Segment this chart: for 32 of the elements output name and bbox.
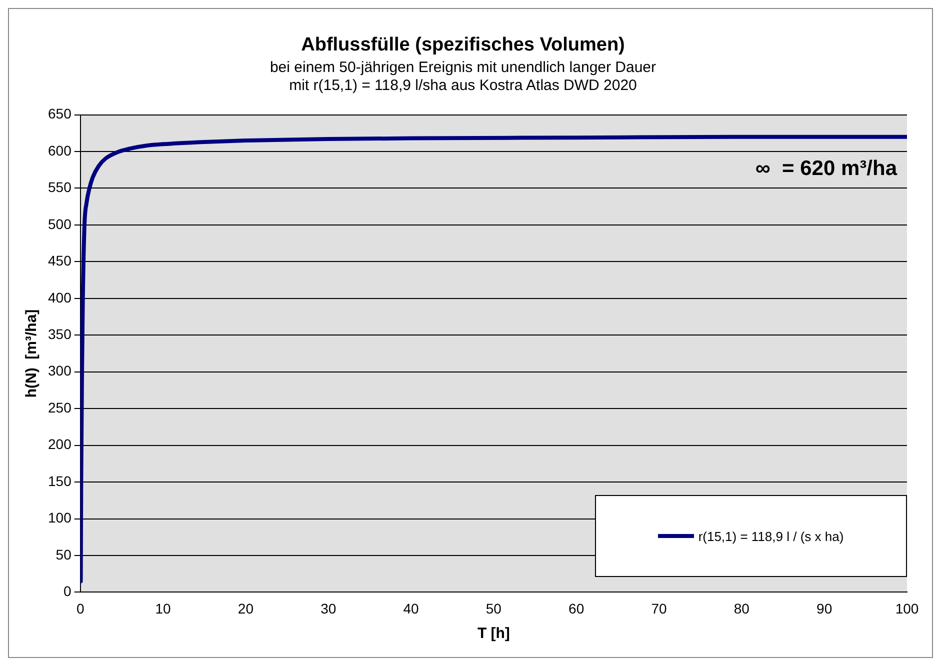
legend-box: r(15,1) = 118,9 l / (s x ha) [595, 495, 907, 577]
x-tick-label: 10 [155, 600, 172, 616]
x-tick-label: 50 [486, 600, 502, 616]
x-tick-label: 0 [76, 600, 84, 616]
y-tick-label: 150 [48, 472, 72, 489]
y-tick-label: 450 [48, 252, 72, 269]
chart-subtitle: bei einem 50-jährigen Ereignis mit unendlich langer Dauer mit r(15,1) = 118,9 l/sha aus Kostra Atlas DWD 2020 [270, 58, 656, 94]
chart-title: Abflussfülle (spezifisches Volumen) [301, 34, 625, 56]
x-axis-title: T [h] [477, 625, 510, 642]
y-tick-label: 250 [48, 399, 72, 416]
x-tick-label: 60 [568, 600, 584, 616]
x-tick-label: 70 [651, 600, 668, 616]
x-tick-label: 20 [238, 600, 254, 616]
y-tick-label: 600 [48, 142, 72, 158]
x-tick-label: 90 [816, 600, 832, 616]
y-tick-label: 350 [48, 326, 72, 342]
x-tick-label: 100 [895, 600, 919, 616]
y-tick-label: 400 [48, 289, 72, 306]
x-tick-label: 30 [320, 600, 336, 616]
y-tick-label: 500 [48, 216, 72, 232]
y-axis-title: h(N) [m³/ha] [23, 309, 40, 398]
x-tick-label: 40 [403, 600, 420, 616]
y-tick-label: 50 [56, 546, 72, 562]
x-tick-label: 80 [734, 600, 750, 616]
y-tick-label: 0 [64, 583, 72, 600]
y-tick-label: 550 [48, 179, 72, 196]
y-tick-label: 100 [48, 510, 72, 526]
y-tick-label: 300 [48, 362, 72, 379]
y-tick-label: 200 [48, 436, 72, 452]
y-tick-label: 650 [48, 106, 72, 122]
annotation: ∞ = 620 m³/ha [755, 157, 898, 180]
legend-label: r(15,1) = 118,9 l / (s x ha) [698, 528, 844, 544]
